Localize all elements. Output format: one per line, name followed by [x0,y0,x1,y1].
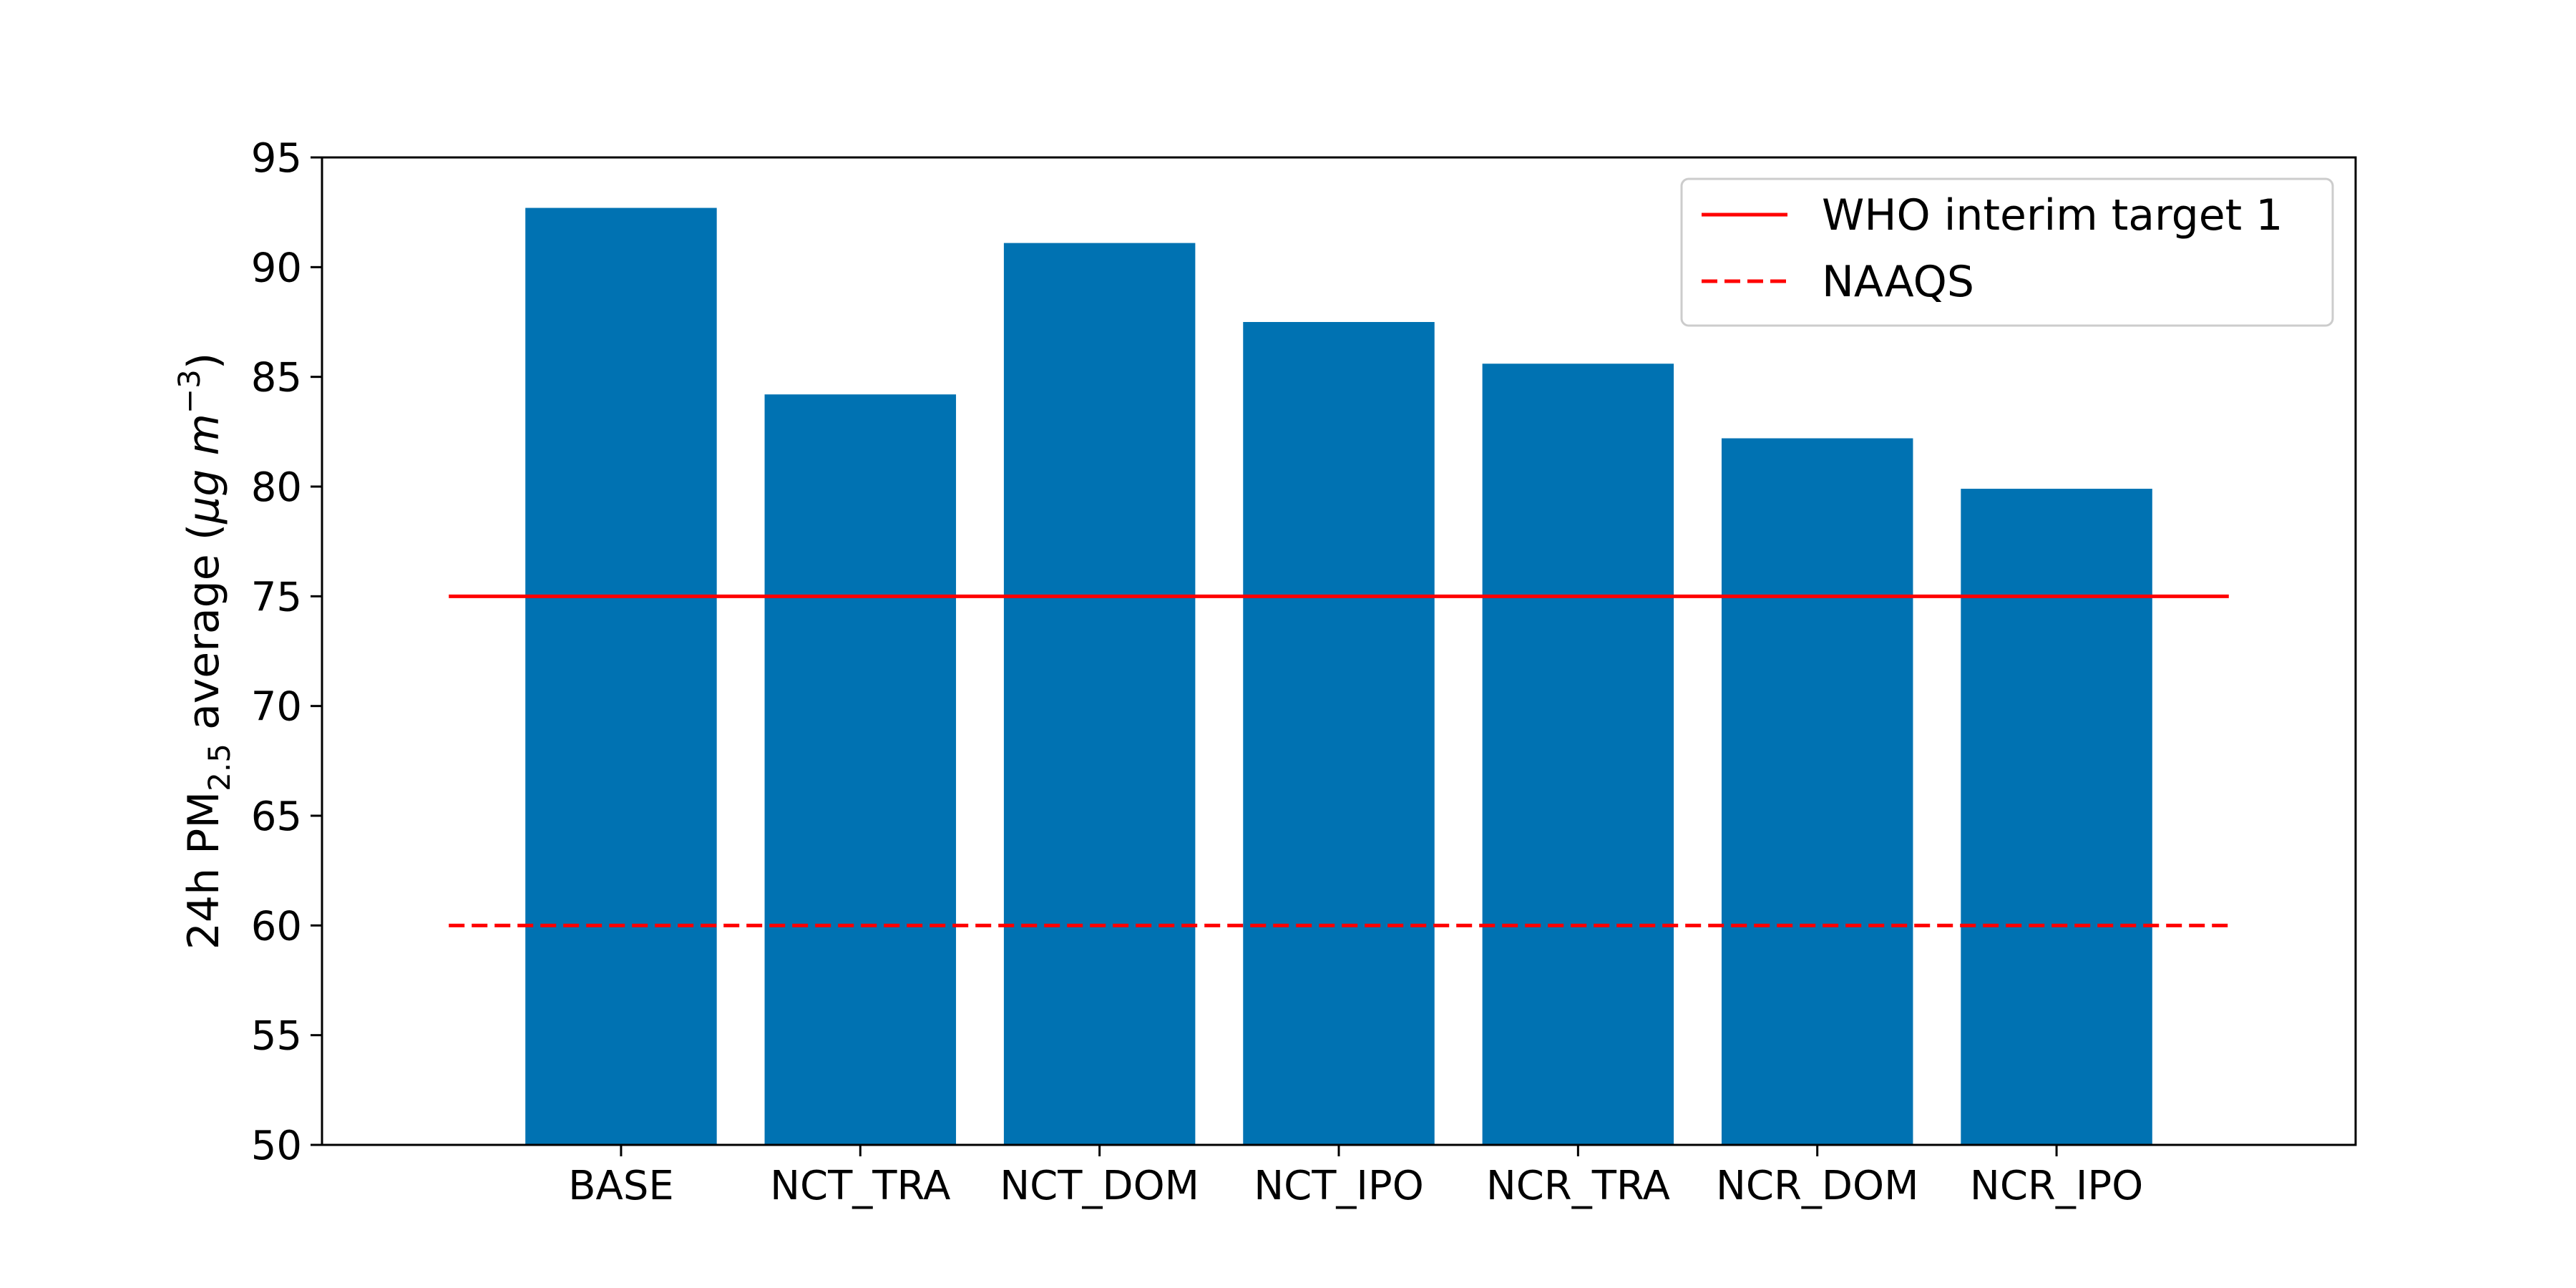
bar-nct-dom [1003,243,1196,1146]
x-tick-label: NCT_TRA [770,1163,950,1209]
bar-nct-tra [764,394,957,1146]
y-axis: 50 55 60 65 70 75 80 85 90 95 [251,135,322,1169]
bar-base [525,208,717,1145]
y-tick-label: 65 [251,794,302,840]
y-tick-label: 75 [251,574,302,620]
bar-nct-ipo [1243,322,1435,1145]
bar-ncr-tra [1482,364,1674,1146]
y-axis-label-prefix: 24h PM [179,791,229,950]
y-axis-label-subscript: 2.5 [202,743,237,791]
y-tick-label: 95 [251,135,302,182]
x-tick-label: NCR_TRA [1486,1163,1670,1209]
x-tick-label: BASE [568,1163,674,1209]
y-tick-label: 80 [251,464,302,511]
legend-label: WHO interim target 1 [1822,190,2283,240]
x-tick-label: NCT_IPO [1254,1163,1424,1209]
legend-box [1680,177,2334,327]
x-axis: BASE NCT_TRA NCT_DOM NCT_IPO NCR_TRA NCR_DOM N… [568,1145,2143,1209]
x-tick-label: NCR_IPO [1970,1163,2143,1209]
y-tick-label: 50 [251,1123,302,1169]
y-axis-label-unit-exp: −3 [172,369,207,414]
y-axis-label: 24h PM2.5 average (μg m−3) [172,353,237,950]
legend: WHO interim target 1 NAAQS [1680,177,2334,327]
x-tick-label: NCR_DOM [1716,1163,1918,1209]
bars-group [525,208,2152,1146]
y-axis-label-suffix: ) [179,353,229,369]
bar-ncr-ipo [1961,489,2152,1145]
y-tick-label: 85 [251,355,302,401]
y-axis-label-unit-mu: μg [179,469,229,525]
y-axis-label-unit-m: m [179,414,229,455]
y-tick-label: 90 [251,245,302,291]
y-tick-label: 70 [251,684,302,731]
x-tick-label: NCT_DOM [1000,1163,1199,1209]
legend-label: NAAQS [1822,257,1974,307]
y-axis-label-middle: average ( [179,524,229,743]
bar-ncr-dom [1721,438,1913,1145]
y-axis-label-unit-space [179,456,229,469]
reference-lines-group [449,594,2229,927]
y-tick-label: 55 [251,1013,302,1060]
y-tick-label: 60 [251,903,302,950]
